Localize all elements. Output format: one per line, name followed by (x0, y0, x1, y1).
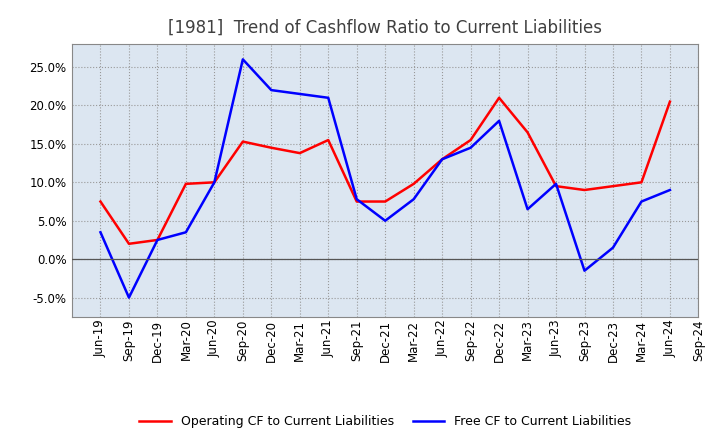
Free CF to Current Liabilities (410, 197, 418, 202)
Free CF to Current Liabilities (352, 197, 361, 202)
Free CF to Current Liabilities (210, 180, 219, 185)
Operating CF to Current Liabilities (410, 181, 418, 187)
Operating CF to Current Liabilities (608, 183, 617, 189)
Free CF to Current Liabilities (608, 245, 617, 250)
Operating CF to Current Liabilities (181, 181, 190, 187)
Operating CF to Current Liabilities (267, 145, 276, 150)
Free CF to Current Liabilities (637, 199, 646, 204)
Operating CF to Current Liabilities (238, 139, 247, 144)
Operating CF to Current Liabilities (665, 99, 674, 104)
Free CF to Current Liabilities (552, 181, 560, 187)
Operating CF to Current Liabilities (324, 137, 333, 143)
Operating CF to Current Liabilities (580, 187, 589, 193)
Operating CF to Current Liabilities (210, 180, 219, 185)
Operating CF to Current Liabilities (438, 157, 446, 162)
Line: Free CF to Current Liabilities: Free CF to Current Liabilities (101, 59, 670, 297)
Free CF to Current Liabilities (467, 145, 475, 150)
Free CF to Current Liabilities (96, 230, 105, 235)
Operating CF to Current Liabilities (467, 137, 475, 143)
Operating CF to Current Liabilities (125, 241, 133, 246)
Free CF to Current Liabilities (495, 118, 503, 124)
Operating CF to Current Liabilities (381, 199, 390, 204)
Free CF to Current Liabilities (267, 88, 276, 93)
Free CF to Current Liabilities (181, 230, 190, 235)
Free CF to Current Liabilities (153, 237, 162, 242)
Operating CF to Current Liabilities (352, 199, 361, 204)
Operating CF to Current Liabilities (523, 130, 532, 135)
Free CF to Current Liabilities (381, 218, 390, 224)
Operating CF to Current Liabilities (295, 150, 304, 156)
Free CF to Current Liabilities (295, 92, 304, 97)
Free CF to Current Liabilities (523, 206, 532, 212)
Free CF to Current Liabilities (438, 157, 446, 162)
Title: [1981]  Trend of Cashflow Ratio to Current Liabilities: [1981] Trend of Cashflow Ratio to Curren… (168, 19, 602, 37)
Free CF to Current Liabilities (665, 187, 674, 193)
Operating CF to Current Liabilities (96, 199, 105, 204)
Line: Operating CF to Current Liabilities: Operating CF to Current Liabilities (101, 98, 670, 244)
Legend: Operating CF to Current Liabilities, Free CF to Current Liabilities: Operating CF to Current Liabilities, Fre… (135, 411, 636, 433)
Operating CF to Current Liabilities (637, 180, 646, 185)
Free CF to Current Liabilities (238, 57, 247, 62)
Free CF to Current Liabilities (324, 95, 333, 100)
Operating CF to Current Liabilities (153, 237, 162, 242)
Operating CF to Current Liabilities (552, 183, 560, 189)
Free CF to Current Liabilities (125, 295, 133, 300)
Free CF to Current Liabilities (580, 268, 589, 273)
Operating CF to Current Liabilities (495, 95, 503, 100)
